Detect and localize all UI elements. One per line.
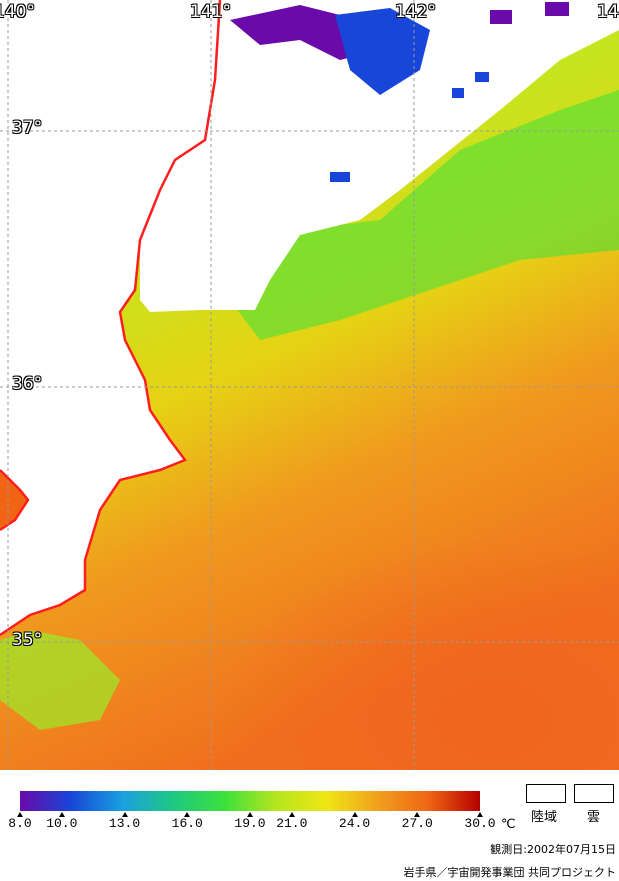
coastal-green-strip	[0, 630, 120, 730]
lon-label-140: 140°	[0, 2, 35, 22]
lat-label-37: 37°	[12, 118, 43, 138]
land-key-label: 陸域	[531, 810, 558, 825]
color-bar-tick-label: 13.0	[108, 816, 141, 831]
color-bar-tick-label: 10.0	[46, 816, 78, 831]
color-bar-tick-label: 27.0	[401, 816, 433, 831]
lon-label-142: 142°	[395, 2, 436, 22]
cold-water-pixel	[490, 10, 512, 24]
land-area	[0, 0, 220, 635]
cloud-key-swatch	[574, 784, 614, 803]
cold-water-pixel	[545, 2, 569, 16]
color-bar-tick-label: 30.0	[464, 816, 496, 831]
sea-surface-temperature-map: 140° 141° 142° 143° 37° 36° 35°	[0, 0, 619, 770]
color-bar-tick-label: 8.0	[8, 816, 32, 831]
color-bar-tick-label: 21.0	[276, 816, 308, 831]
temperature-color-bar	[20, 791, 480, 811]
color-bar-tick-mark	[58, 812, 65, 817]
cloud-key-label: 雲	[587, 810, 601, 825]
color-bar-tick-mark	[351, 812, 358, 817]
coastline	[0, 0, 222, 637]
legend-panel	[0, 770, 619, 881]
credit-line: 岩手県／宇宙開発事業団 共同プロジェクト	[403, 866, 617, 879]
color-bar-tick-mark	[414, 812, 421, 817]
land-peninsula	[0, 470, 28, 530]
lon-label-143: 143°	[597, 2, 619, 22]
temperature-unit: ℃	[501, 816, 516, 831]
warm-water-region	[120, 440, 619, 770]
sst-map-canvas	[0, 0, 619, 770]
color-bar-tick-mark	[247, 812, 253, 817]
cold-water-pixel	[452, 88, 464, 98]
color-bar-tick-mark	[477, 812, 483, 817]
lon-label-141: 141°	[190, 2, 231, 22]
color-bar-tick-label: 19.0	[234, 816, 266, 831]
cold-water-pixel	[475, 72, 489, 82]
color-bar-tick-mark	[17, 812, 23, 817]
coastline-peninsula	[0, 469, 30, 532]
lat-label-35: 35°	[12, 630, 43, 650]
color-bar-tick-mark	[121, 812, 128, 817]
graticule	[0, 0, 619, 770]
lat-label-36: 36°	[12, 374, 43, 394]
cloud-cover	[140, 0, 619, 312]
cold-water-pixel	[330, 172, 350, 182]
color-bar-tick-label: 16.0	[171, 816, 203, 831]
observation-date: 観測日:2002年07月15日	[490, 843, 616, 856]
color-bar-tick-label: 24.0	[338, 816, 371, 831]
cold-water-patch-blue	[335, 8, 430, 95]
color-bar-tick-mark	[184, 812, 191, 817]
land-key-swatch	[526, 784, 566, 803]
cool-green-band	[230, 90, 619, 340]
color-bar-tick-mark	[288, 812, 295, 817]
